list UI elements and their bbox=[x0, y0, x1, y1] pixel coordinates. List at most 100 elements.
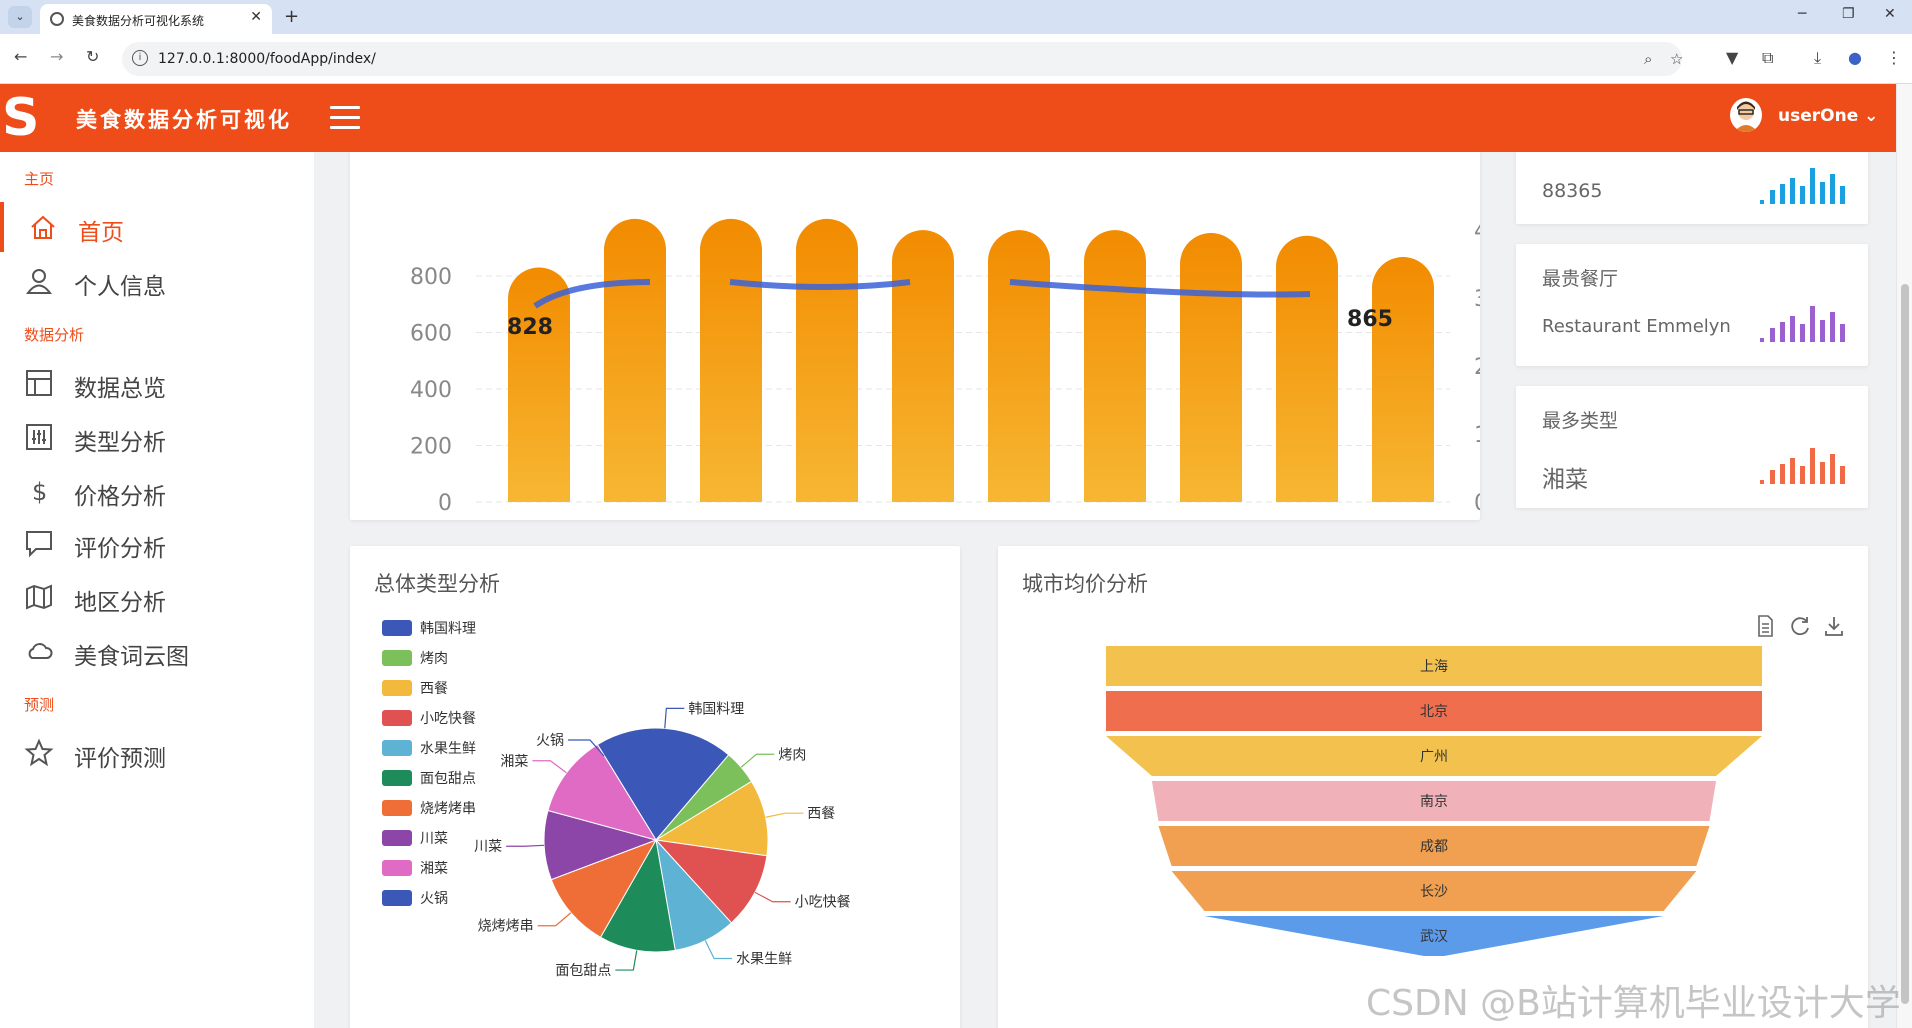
sidebar-item-review-analysis[interactable]: 评价分析 bbox=[0, 518, 314, 568]
sidebar-item-wordcloud[interactable]: 美食词云图 bbox=[0, 626, 314, 676]
legend-swatch bbox=[382, 890, 412, 906]
extensions-icon[interactable]: ⧉ bbox=[1762, 48, 1774, 67]
refresh-icon[interactable] bbox=[1788, 614, 1812, 638]
sidebar-item-home[interactable]: 首页 bbox=[0, 202, 314, 252]
avatar[interactable] bbox=[1730, 98, 1762, 132]
sidebar-section-analysis: 数据分析 bbox=[24, 326, 85, 344]
data-label: 828 bbox=[507, 315, 553, 340]
sidebar-item-type-analysis[interactable]: 类型分析 bbox=[0, 412, 314, 462]
y2-tick-label: 40 bbox=[1474, 219, 1480, 244]
legend-swatch bbox=[382, 680, 412, 696]
app-header: S 美食数据分析可视化 userOne ⌄ bbox=[0, 84, 1912, 152]
funnel-segment bbox=[1106, 646, 1762, 686]
legend-label: 湘菜 bbox=[420, 861, 448, 877]
logo-icon[interactable]: S bbox=[2, 88, 40, 148]
scrollbar-thumb[interactable] bbox=[1901, 284, 1909, 1004]
new-tab-button[interactable]: + bbox=[284, 6, 300, 27]
legend-swatch bbox=[382, 620, 412, 636]
legend-swatch bbox=[382, 860, 412, 876]
sidebar-item-label: 类型分析 bbox=[74, 430, 166, 456]
y2-tick-label: 10 bbox=[1474, 423, 1480, 448]
browser-tab[interactable]: 美食数据分析可视化系统 ✕ bbox=[40, 4, 272, 34]
back-icon[interactable]: ← bbox=[14, 47, 28, 66]
url-text[interactable]: 127.0.0.1:8000/foodApp/index/ bbox=[158, 51, 376, 67]
funnel-segment bbox=[1158, 826, 1710, 866]
sidebar-item-price-analysis[interactable]: $ 价格分析 bbox=[0, 466, 314, 516]
comment-icon bbox=[26, 531, 52, 558]
tab-search-button[interactable]: ⌄ bbox=[8, 6, 32, 28]
legend-label: 烤肉 bbox=[420, 651, 448, 667]
sidebar-item-overview[interactable]: 数据总览 bbox=[0, 358, 314, 408]
pie-label: 火锅 bbox=[536, 733, 564, 749]
restore-button[interactable]: ❐ bbox=[1842, 6, 1855, 22]
pie-label: 韩国料理 bbox=[688, 701, 744, 717]
sidebar-section-prediction: 预测 bbox=[24, 696, 55, 714]
sidebar-item-region-analysis[interactable]: 地区分析 bbox=[0, 572, 314, 622]
stat-most-expensive-label: 最贵餐厅 bbox=[1542, 268, 1619, 290]
pie-slice bbox=[599, 838, 676, 953]
pie-slice bbox=[654, 839, 768, 924]
sidebar-item-label: 评价分析 bbox=[74, 536, 166, 562]
funnel-label: 上海 bbox=[1420, 659, 1448, 675]
browser-tab-strip: ⌄ 美食数据分析可视化系统 ✕ + ─ ❐ ✕ bbox=[0, 0, 1912, 34]
hamburger-menu-icon[interactable] bbox=[330, 106, 360, 130]
pie-label-line bbox=[506, 844, 545, 847]
pie-slice bbox=[550, 839, 658, 938]
pie-label-line bbox=[704, 940, 733, 960]
pie-label: 湘菜 bbox=[500, 754, 528, 770]
data-view-icon[interactable] bbox=[1754, 614, 1776, 638]
bar bbox=[508, 267, 570, 502]
funnel-chart-card: 城市均价分析 上海 北京 广州 南京 成都 长沙 武汉 bbox=[998, 546, 1868, 1028]
reload-icon[interactable]: ↻ bbox=[86, 47, 100, 66]
page-scrollbar[interactable] bbox=[1896, 84, 1912, 1028]
funnel-label: 长沙 bbox=[1420, 884, 1448, 900]
tab-title: 美食数据分析可视化系统 bbox=[72, 14, 205, 28]
legend-label: 火锅 bbox=[420, 891, 448, 907]
user-menu[interactable]: userOne ⌄ bbox=[1778, 106, 1879, 126]
sidebar-item-label: 数据总览 bbox=[74, 376, 166, 402]
site-info-icon[interactable]: i bbox=[132, 50, 148, 66]
stat-most-type-label: 最多类型 bbox=[1542, 410, 1619, 432]
svg-text:$: $ bbox=[32, 478, 47, 506]
download-icon[interactable]: ⤓ bbox=[1814, 48, 1822, 67]
legend-label: 韩国料理 bbox=[420, 621, 476, 637]
close-tab-icon[interactable]: ✕ bbox=[250, 9, 262, 25]
profile-icon[interactable]: ● bbox=[1848, 48, 1862, 67]
funnel-segment bbox=[1204, 916, 1664, 956]
bar bbox=[700, 218, 762, 502]
zoom-icon[interactable]: ⌕ bbox=[1644, 50, 1653, 68]
legend-label: 水果生鲜 bbox=[420, 741, 476, 757]
save-image-icon[interactable] bbox=[1822, 614, 1846, 638]
bar bbox=[1084, 230, 1146, 502]
menu-dots-icon[interactable]: ⋮ bbox=[1886, 48, 1902, 67]
sidebar-item-review-prediction[interactable]: 评价预测 bbox=[0, 728, 314, 778]
pie-slice bbox=[654, 780, 769, 857]
mini-bar-icon bbox=[1760, 168, 1845, 204]
funnel-label: 武汉 bbox=[1420, 929, 1448, 945]
bookmark-star-icon[interactable]: ☆ bbox=[1670, 50, 1684, 68]
sidebar-item-label: 评价预测 bbox=[74, 746, 166, 772]
pie-label-line bbox=[615, 950, 638, 971]
y-tick-label: 400 bbox=[410, 378, 452, 403]
mini-bar-icon bbox=[1760, 306, 1845, 342]
pie-label-line bbox=[765, 812, 804, 818]
bar-chart: 0200400600800010203040828865Villa Le Bec… bbox=[410, 218, 1502, 550]
sidebar-item-profile[interactable]: 个人信息 bbox=[0, 256, 314, 306]
funnel-segment bbox=[1106, 691, 1762, 731]
watermark: CSDN @B站计算机毕业设计大学 bbox=[1366, 983, 1901, 1024]
close-window-button[interactable]: ✕ bbox=[1884, 6, 1896, 22]
url-bar[interactable]: i 127.0.0.1:8000/foodApp/index/ ⌕ ☆ bbox=[122, 42, 1684, 76]
legend-label: 烧烤烤串 bbox=[420, 801, 476, 817]
forward-icon[interactable]: → bbox=[50, 47, 64, 66]
star-icon bbox=[24, 738, 54, 767]
pie-label-line bbox=[532, 760, 567, 774]
map-icon bbox=[26, 584, 52, 610]
extension-filter-icon[interactable]: ▼ bbox=[1726, 48, 1739, 67]
layout-icon bbox=[26, 370, 52, 396]
pie-label-line bbox=[740, 753, 775, 768]
pie-chart: 韩国料理烤肉西餐小吃快餐水果生鲜面包甜点烧烤烤串川菜湘菜火锅韩国料理烤肉西餐小吃… bbox=[382, 620, 851, 979]
y-tick-label: 0 bbox=[438, 491, 452, 516]
legend-label: 川菜 bbox=[420, 831, 448, 847]
minimize-button[interactable]: ─ bbox=[1798, 6, 1807, 22]
y-tick-label: 600 bbox=[410, 322, 452, 347]
